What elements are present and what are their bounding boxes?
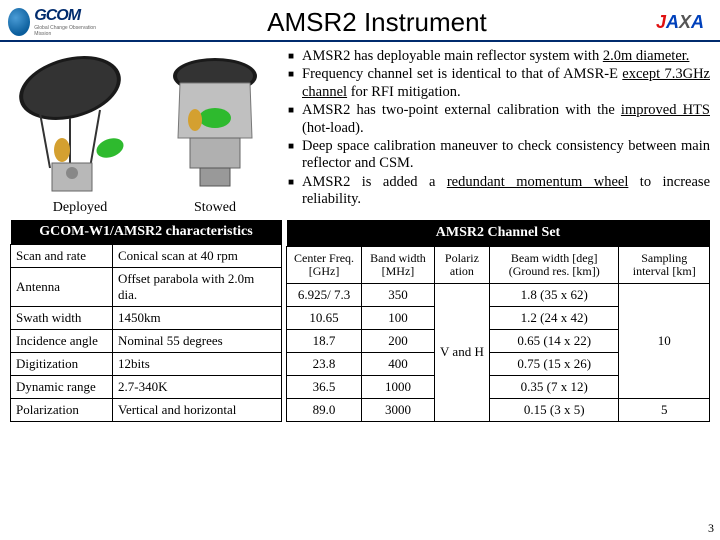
instrument-diagrams: Deployed Stowed: [10, 48, 280, 216]
header: GCOM Global Change Observation Mission A…: [0, 0, 720, 42]
page-number: 3: [708, 521, 714, 536]
deployed-diagram: Deployed: [10, 48, 150, 216]
channel-set-table: AMSR2 Channel Set Center Freq. [GHz]Band…: [286, 220, 710, 422]
stowed-diagram: Stowed: [160, 48, 270, 216]
table-row: PolarizationVertical and horizontal: [11, 399, 282, 422]
bullet-list: AMSR2 has deployable main reflector syst…: [288, 48, 710, 216]
bullet-item: Deep space calibration maneuver to check…: [288, 138, 710, 173]
table-row: Swath width1450km: [11, 307, 282, 330]
table-row: 89.030000.15 (3 x 5)5: [287, 398, 710, 421]
lower-section: GCOM-W1/AMSR2 characteristics Scan and r…: [0, 220, 720, 422]
gcom-logo-subtitle: Global Change Observation Mission: [34, 25, 98, 37]
deployed-antenna-icon: [10, 48, 150, 198]
table-row: Scan and rateConical scan at 40 rpm: [11, 245, 282, 268]
table-row: Dynamic range2.7-340K: [11, 376, 282, 399]
bullet-item: AMSR2 has two-point external calibration…: [288, 102, 710, 137]
table-row: AntennaOffset parabola with 2.0m dia.: [11, 268, 282, 307]
upper-section: Deployed Stowed AMSR2 has deployable mai…: [0, 42, 720, 220]
chan-table-header: AMSR2 Channel Set: [287, 220, 710, 247]
gcom-logo: GCOM Global Change Observation Mission: [8, 4, 98, 40]
bullet-item: AMSR2 is added a redundant momentum whee…: [288, 174, 710, 209]
stowed-antenna-icon: [160, 48, 270, 198]
jaxa-logo: JAXA: [656, 12, 704, 33]
stowed-label: Stowed: [194, 200, 236, 216]
bullet-item: Frequency channel set is identical to th…: [288, 66, 710, 101]
char-table-header: GCOM-W1/AMSR2 characteristics: [11, 220, 282, 245]
table-row: Digitization12bits: [11, 353, 282, 376]
page-title: AMSR2 Instrument: [267, 7, 487, 38]
globe-icon: [8, 8, 30, 36]
characteristics-table: GCOM-W1/AMSR2 characteristics Scan and r…: [10, 220, 282, 422]
deployed-label: Deployed: [53, 200, 107, 216]
gcom-logo-text: GCOM: [34, 7, 98, 25]
table-row: 6.925/ 7.3350V and H1.8 (35 x 62)10: [287, 283, 710, 306]
table-header-row: Center Freq. [GHz]Band width [MHz]Polari…: [287, 247, 710, 284]
bullet-item: AMSR2 has deployable main reflector syst…: [288, 48, 710, 65]
table-row: Incidence angleNominal 55 degrees: [11, 330, 282, 353]
